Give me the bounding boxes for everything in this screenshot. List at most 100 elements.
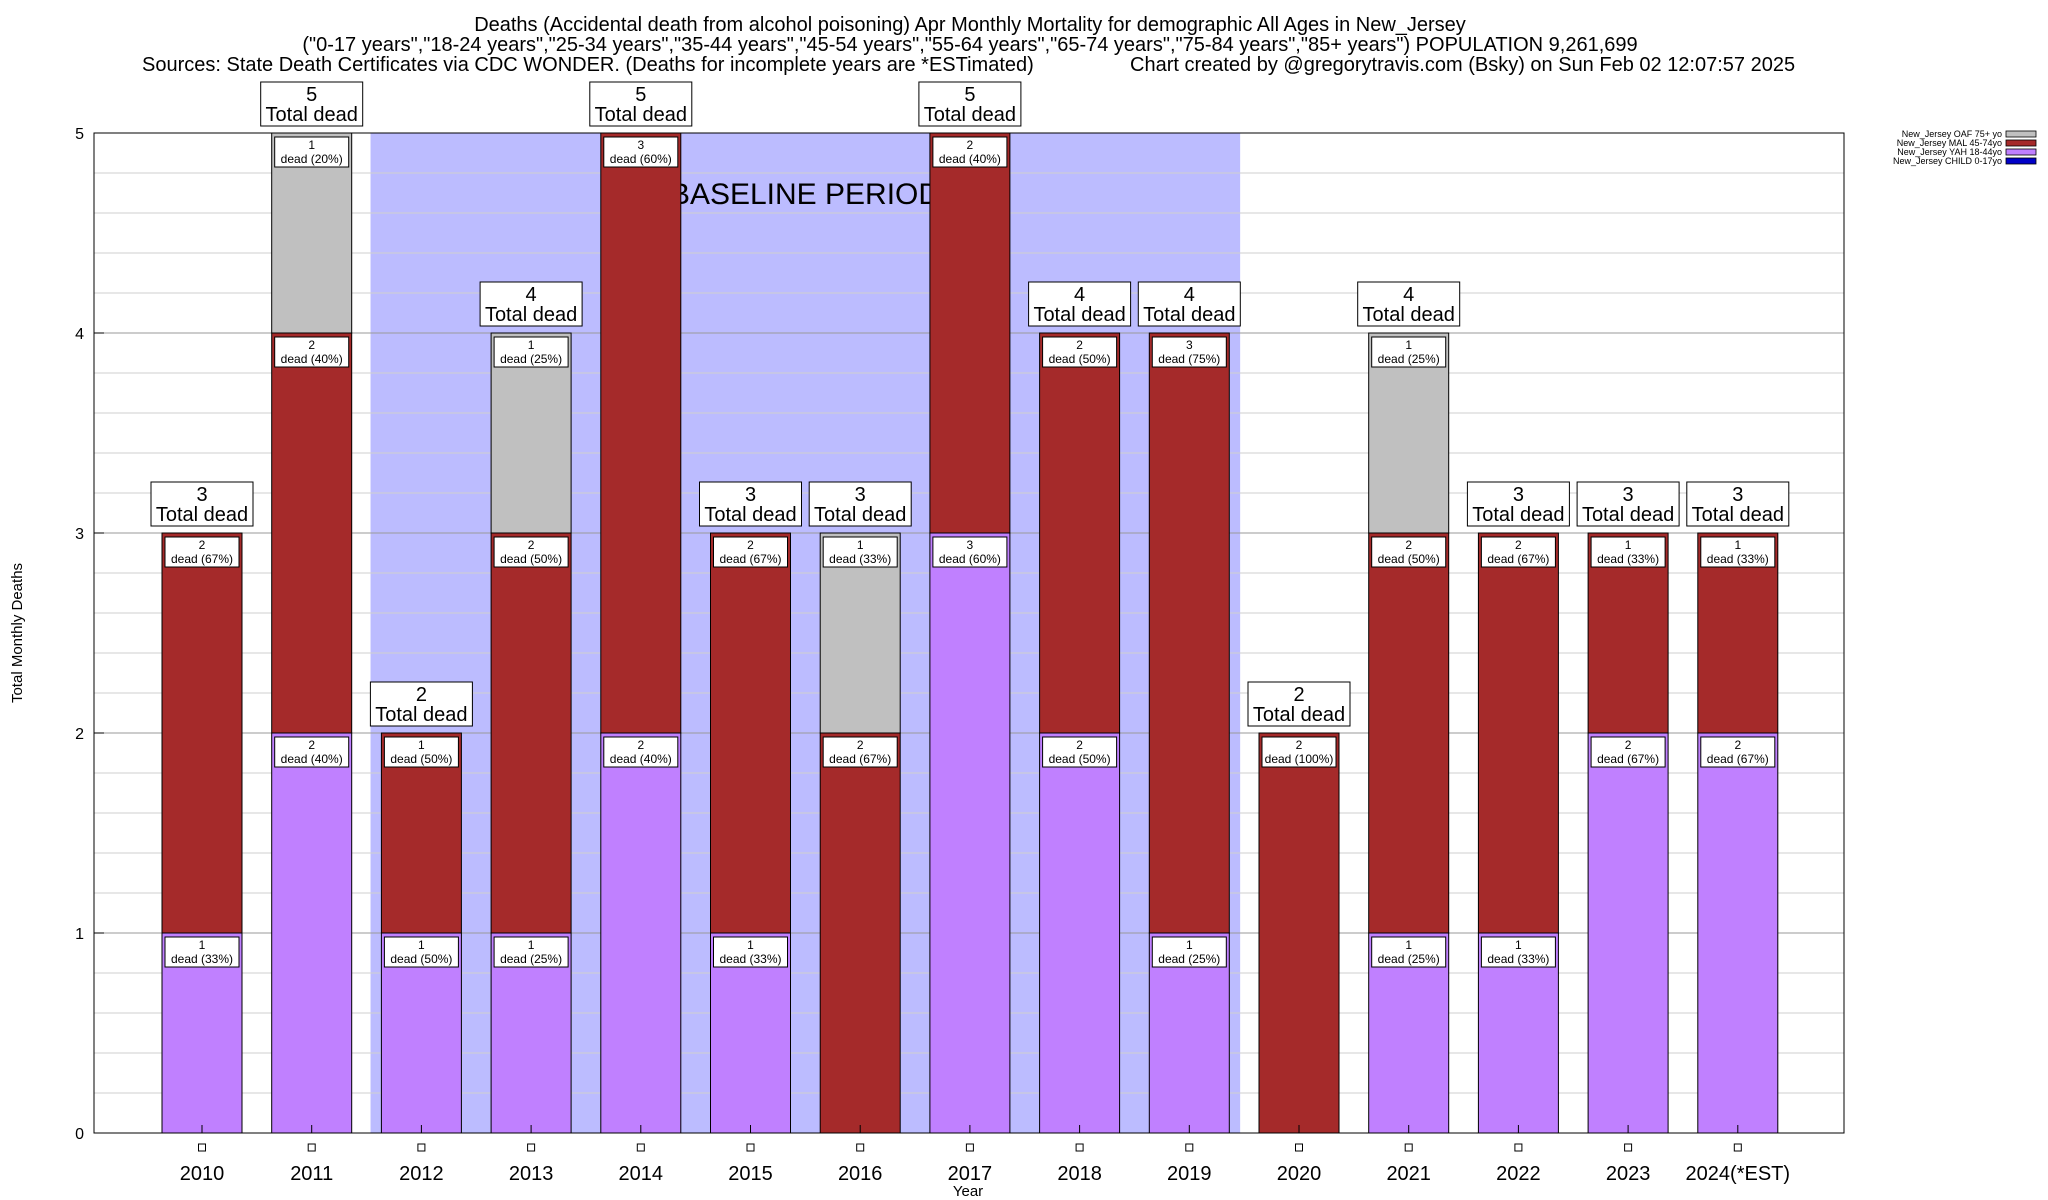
x-tick-marker	[1404, 1143, 1413, 1152]
x-tick-label: 2024(*EST)	[1686, 1163, 1791, 1185]
bar-segment	[1477, 532, 1559, 934]
total-label-box	[808, 481, 912, 527]
segment-count-label: 1	[418, 938, 425, 952]
total-label-box	[589, 81, 693, 127]
bar-segment	[600, 732, 682, 1134]
segment-percent-label: dead (33%)	[171, 952, 233, 966]
segment-percent-label: dead (50%)	[1378, 552, 1440, 566]
segment-count-label: 2	[1515, 538, 1522, 552]
x-tick-marker	[746, 1143, 755, 1152]
segment-count-label: 3	[637, 138, 644, 152]
total-dead-label: Total dead	[1033, 304, 1125, 326]
x-axis-label: Year	[953, 1183, 983, 1200]
segment-percent-label: dead (67%)	[1487, 552, 1549, 566]
segment-count-label: 2	[747, 538, 754, 552]
x-tick-marker	[1075, 1143, 1084, 1152]
y-tick-label: 5	[75, 126, 84, 143]
bar-segment	[271, 732, 353, 1134]
segment-label-box	[822, 736, 898, 768]
total-dead-label: Total dead	[704, 504, 796, 526]
x-tick-label: 2017	[948, 1163, 993, 1185]
segment-label-box	[1151, 336, 1227, 368]
y-tick-label: 2	[75, 726, 84, 743]
segment-count-label: 1	[747, 938, 754, 952]
total-label-box	[1466, 481, 1570, 527]
bar-segment	[1039, 332, 1121, 734]
bar-segment	[161, 532, 243, 934]
x-axis-ticks: 2010 2011 2012 2013 2014 2015 2016 2017 2018 2019…	[180, 1125, 1790, 1185]
x-tick-label: 2018	[1057, 1163, 1102, 1185]
x-tick-label: 2016	[838, 1163, 883, 1185]
segment-label-box	[274, 136, 350, 168]
segment-label-box	[164, 536, 240, 568]
segment-percent-label: dead (33%)	[829, 552, 891, 566]
bar-segment	[710, 532, 791, 934]
total-dead-label: Total dead	[1143, 304, 1235, 326]
x-tick-marker	[417, 1143, 426, 1152]
segment-percent-label: dead (33%)	[1597, 552, 1659, 566]
x-tick-marker	[1295, 1143, 1303, 1152]
segment-count-label: 2	[637, 738, 644, 752]
bar-segment	[1258, 732, 1340, 1134]
segment-percent-label: dead (25%)	[1378, 952, 1440, 966]
segment-count-label: 3	[1186, 338, 1193, 352]
segment-count-label: 1	[1186, 938, 1193, 952]
total-count-label: 3	[1513, 484, 1524, 506]
segment-percent-label: dead (67%)	[1707, 752, 1769, 766]
segment-count-label: 1	[1515, 938, 1522, 952]
x-tick-label: 2014	[619, 1163, 664, 1185]
x-tick-marker	[198, 1143, 206, 1152]
total-count-label: 5	[964, 84, 975, 106]
segment-percent-label: dead (40%)	[939, 152, 1001, 166]
total-count-label: 3	[855, 484, 866, 506]
x-tick-marker	[307, 1143, 316, 1152]
total-label-box	[1686, 481, 1790, 527]
x-tick-label: 2015	[728, 1163, 773, 1185]
segment-label-box	[493, 536, 569, 568]
segment-percent-label: dead (33%)	[1707, 552, 1769, 566]
segment-percent-label: dead (67%)	[1597, 752, 1659, 766]
legend-swatch	[2005, 148, 2037, 156]
segment-label-box	[1371, 336, 1447, 368]
segment-count-label: 2	[1625, 738, 1632, 752]
segment-percent-label: dead (25%)	[1158, 952, 1220, 966]
segment-label-box	[603, 136, 679, 168]
segment-percent-label: dead (50%)	[500, 552, 562, 566]
total-dead-label: Total dead	[1363, 304, 1455, 326]
x-tick-marker	[965, 1143, 974, 1152]
legend-entry-label: New_Jersey YAH 18-44yo	[1897, 147, 2002, 157]
segment-percent-label: dead (40%)	[610, 752, 672, 766]
total-count-label: 4	[1074, 284, 1085, 306]
segment-label-box	[713, 936, 788, 968]
chart-title-line1: Deaths (Accidental death from alcohol po…	[474, 14, 1466, 36]
segment-percent-label: dead (60%)	[610, 152, 672, 166]
segment-label-box	[383, 936, 459, 968]
bar-segment	[1368, 532, 1450, 934]
x-tick-marker	[1733, 1143, 1742, 1152]
y-tick-label: 3	[75, 526, 84, 543]
segment-count-label: 2	[857, 738, 864, 752]
segment-label-box	[603, 736, 679, 768]
x-tick-marker	[1514, 1143, 1523, 1152]
segment-count-label: 1	[528, 338, 535, 352]
bar-segment	[600, 132, 682, 734]
total-count-label: 4	[1184, 284, 1195, 306]
legend-entry-label: New_Jersey CHILD 0-17yo	[1893, 156, 2002, 166]
segment-label-box	[1042, 736, 1118, 768]
x-tick-label: 2012	[399, 1163, 444, 1185]
segment-count-label: 1	[418, 738, 425, 752]
segment-percent-label: dead (67%)	[171, 552, 233, 566]
segment-percent-label: dead (50%)	[1049, 752, 1111, 766]
chart-sources: Sources: State Death Certificates via CD…	[142, 54, 1034, 76]
total-label-box	[1137, 281, 1241, 327]
total-count-label: 4	[526, 284, 537, 306]
x-tick-marker	[636, 1143, 645, 1152]
